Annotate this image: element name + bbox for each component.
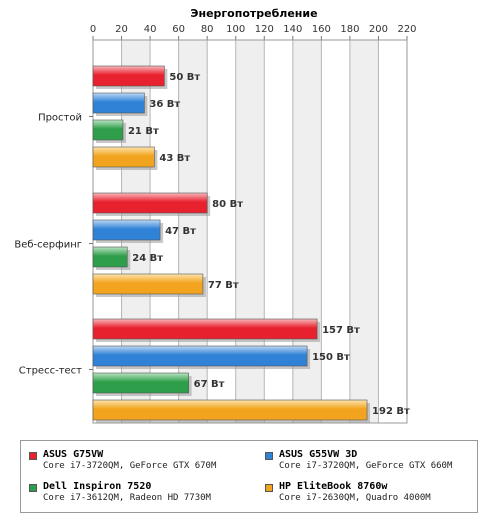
legend-swatch bbox=[29, 452, 37, 460]
data-label: 50 Вт bbox=[169, 72, 200, 83]
data-label: 24 Вт bbox=[132, 253, 163, 264]
legend-name: ASUS G75VW bbox=[43, 449, 104, 460]
x-tick-label: 140 bbox=[283, 24, 302, 35]
data-label: 47 Вт bbox=[165, 226, 196, 237]
bar bbox=[92, 345, 308, 367]
data-label: 36 Вт bbox=[149, 99, 180, 110]
plot-band bbox=[349, 40, 379, 423]
legend-description: Core i7-3720QM, GeForce GTX 670M bbox=[43, 461, 217, 471]
chart: Энергопотребление 0 20 40 60 80 100 120 140 160 1… bbox=[14, 7, 417, 424]
legend-name: HP EliteBook 8760w bbox=[279, 481, 388, 492]
category-label: Простой bbox=[38, 113, 82, 124]
x-tick-label: 100 bbox=[226, 24, 245, 35]
chart-title: Энергопотребление bbox=[190, 7, 317, 20]
x-tick-label: 40 bbox=[144, 24, 157, 35]
legend-name: Dell Inspiron 7520 bbox=[43, 481, 152, 492]
bar bbox=[92, 372, 189, 394]
bar bbox=[92, 119, 124, 141]
data-label: 67 Вт bbox=[194, 379, 225, 390]
bar bbox=[92, 246, 128, 268]
bar bbox=[92, 318, 318, 340]
legend-name: ASUS G55VW 3D bbox=[279, 449, 358, 460]
x-tick-label: 220 bbox=[397, 24, 416, 35]
x-tick-label: 160 bbox=[312, 24, 331, 35]
x-tick-label: 180 bbox=[340, 24, 359, 35]
x-tick-label: 0 bbox=[90, 24, 96, 35]
data-label: 150 Вт bbox=[312, 352, 350, 363]
data-label: 157 Вт bbox=[322, 325, 360, 336]
legend-swatch bbox=[265, 452, 273, 460]
bar bbox=[92, 92, 145, 114]
legend: ASUS G75VW Core i7-3720QM, GeForce GTX 67… bbox=[20, 440, 478, 513]
bar bbox=[92, 219, 161, 241]
legend-swatch bbox=[265, 484, 273, 492]
data-label: 21 Вт bbox=[128, 126, 159, 137]
bar bbox=[92, 65, 165, 87]
category-label: Веб-серфинг bbox=[14, 240, 82, 251]
bar bbox=[92, 146, 155, 168]
data-label: 80 Вт bbox=[212, 199, 243, 210]
data-label: 43 Вт bbox=[159, 153, 190, 164]
legend-swatch bbox=[29, 484, 37, 492]
data-label: 77 Вт bbox=[208, 280, 239, 291]
bar bbox=[92, 399, 368, 421]
bar bbox=[92, 192, 208, 214]
data-label: 192 Вт bbox=[372, 406, 410, 417]
x-tick-label: 200 bbox=[369, 24, 388, 35]
x-tick-label: 80 bbox=[201, 24, 214, 35]
category-label: Стресс-тест bbox=[19, 366, 82, 377]
x-tick-label: 60 bbox=[172, 24, 185, 35]
bar bbox=[92, 273, 204, 295]
x-tick-label: 120 bbox=[255, 24, 274, 35]
legend-description: Core i7-3720QM, GeForce GTX 660M bbox=[279, 461, 453, 471]
legend-description: Core i7-3612QM, Radeon HD 7730M bbox=[43, 493, 211, 503]
legend-description: Core i7-2630QM, Quadro 4000M bbox=[279, 493, 431, 503]
x-tick-label: 20 bbox=[115, 24, 128, 35]
